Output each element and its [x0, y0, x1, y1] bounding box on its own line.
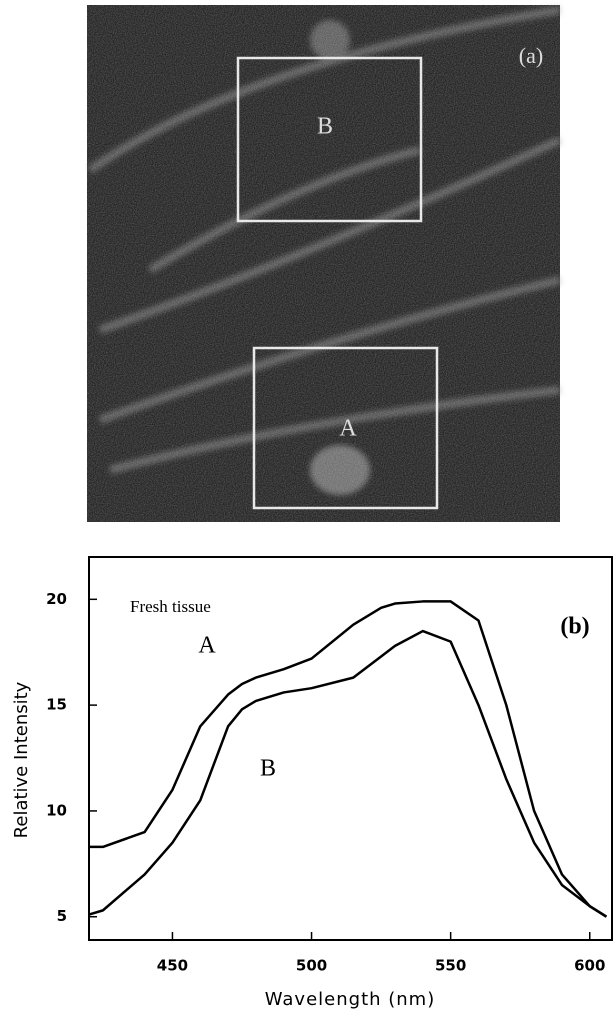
y-tick-label: 15 — [46, 696, 67, 714]
region-box — [252, 346, 439, 510]
region-label: A — [339, 416, 357, 442]
x-tick-label: 550 — [435, 957, 466, 975]
series-label: A — [198, 633, 216, 659]
series-line — [89, 600, 608, 918]
annotation: (b) — [560, 614, 589, 640]
y-tick-label: 10 — [46, 801, 67, 819]
panel-label: (a) — [519, 43, 543, 68]
x-axis-label: Wavelength (nm) — [265, 989, 436, 1010]
y-tick-label: 5 — [57, 907, 67, 925]
plot-frame — [88, 556, 613, 941]
x-tick-label: 500 — [296, 957, 327, 975]
y-axis-label: Relative Intensity — [11, 681, 32, 838]
region-label: B — [317, 114, 333, 140]
chart: Fresh tissue (b) A B Wavelength (nm) Rel… — [11, 556, 613, 1010]
series-line — [88, 629, 608, 918]
micrograph: (a) B A — [87, 5, 562, 522]
series-label: B — [260, 756, 276, 782]
x-tick-label: 600 — [574, 957, 605, 975]
annotation: Fresh tissue — [130, 597, 211, 616]
y-tick-label: 20 — [46, 590, 67, 608]
region-box — [236, 56, 423, 223]
x-tick-label: 450 — [157, 957, 188, 975]
